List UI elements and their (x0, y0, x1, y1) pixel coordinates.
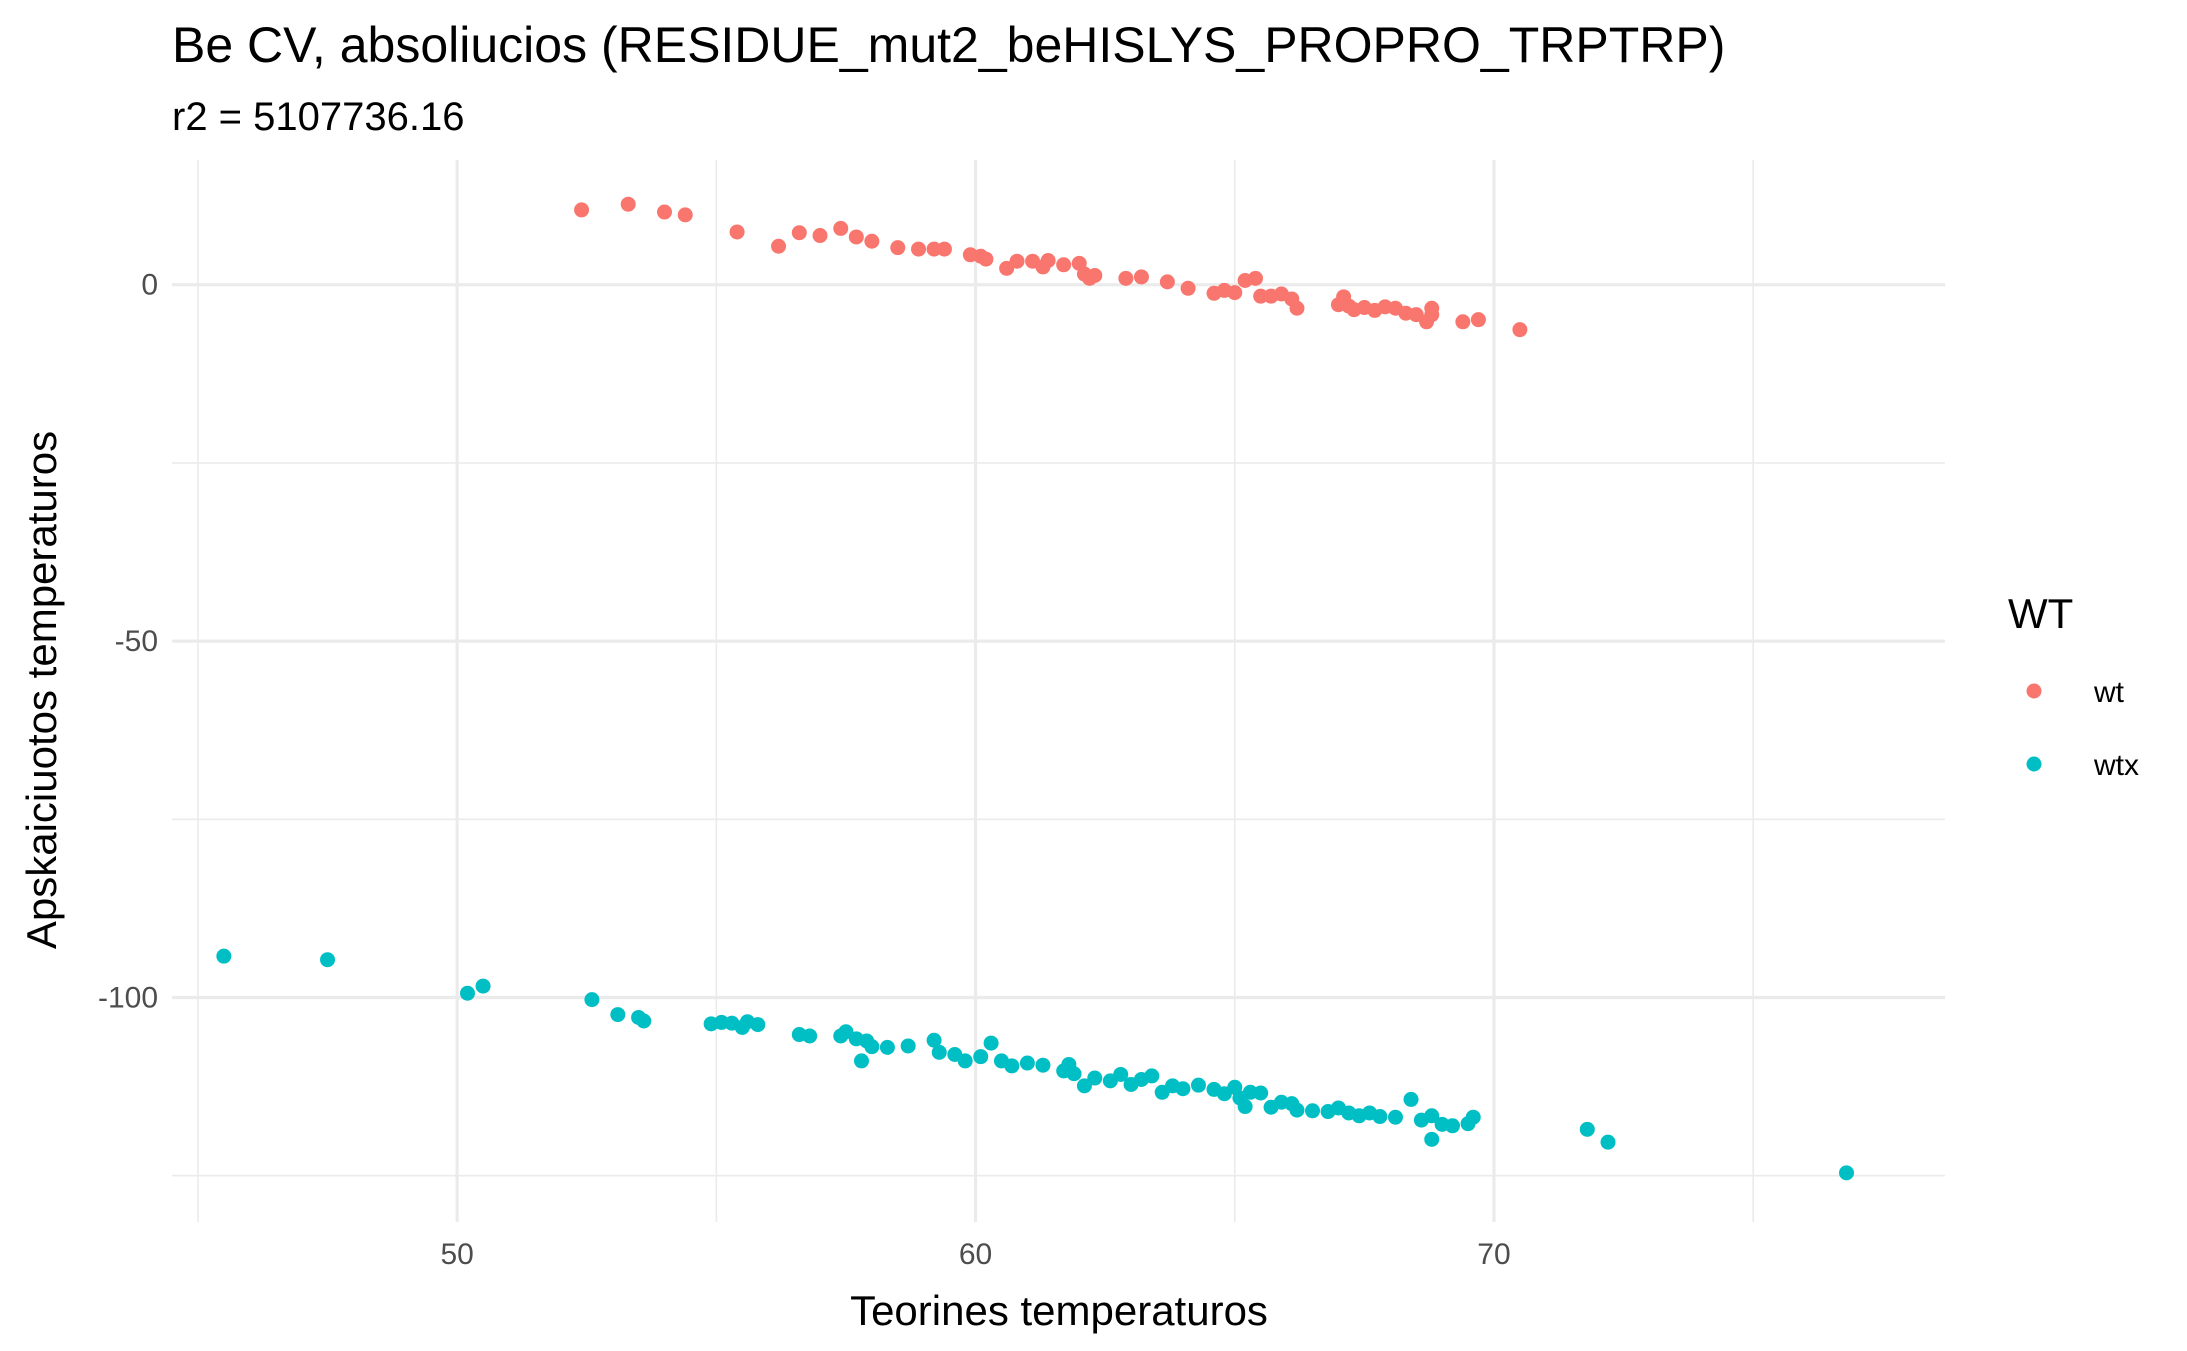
data-point (1035, 1057, 1051, 1073)
data-point (973, 1049, 989, 1065)
data-point (791, 225, 807, 241)
legend-title: WT (2008, 590, 2073, 637)
data-point (1227, 285, 1243, 301)
series-wt (574, 196, 1528, 338)
data-point (854, 1053, 869, 1069)
data-point (802, 1028, 818, 1044)
data-point (1470, 312, 1486, 328)
data-point (574, 202, 590, 218)
data-point (931, 1044, 947, 1060)
data-point (1387, 1109, 1403, 1125)
data-point (1253, 1085, 1269, 1101)
data-point (1040, 252, 1056, 268)
chart-title: Be CV, absoliucios (RESIDUE_mut2_beHISLY… (172, 17, 1725, 73)
data-point (1579, 1121, 1595, 1137)
data-point (1180, 280, 1196, 296)
data-point (1424, 300, 1440, 316)
data-point (729, 224, 745, 240)
data-point (320, 952, 336, 968)
data-point (1455, 314, 1471, 330)
x-axis-title: Teorines temperaturos (850, 1287, 1268, 1334)
data-point (926, 241, 942, 257)
data-point (620, 196, 636, 212)
legend-key-wt (2026, 683, 2042, 699)
data-point (584, 992, 600, 1008)
data-point (936, 241, 952, 257)
data-point (926, 1032, 942, 1048)
data-point (1087, 267, 1103, 283)
data-point (1403, 1091, 1419, 1107)
data-point (879, 1039, 895, 1055)
data-point (1465, 1109, 1481, 1125)
major-gridlines (172, 160, 1945, 1222)
data-point (1424, 1108, 1440, 1124)
data-point (1190, 1077, 1206, 1093)
data-point (657, 204, 672, 220)
data-point (1118, 270, 1134, 286)
data-point (983, 1035, 999, 1051)
data-point (636, 1013, 652, 1029)
data-point (1076, 1078, 1092, 1094)
legend: WT wt wtx (2008, 590, 2139, 782)
minor-gridlines (172, 160, 1945, 1222)
data-point (771, 238, 787, 254)
x-tick-label: 60 (959, 1238, 992, 1271)
y-tick-label: -100 (98, 981, 158, 1014)
series-wtx (216, 948, 1854, 1181)
data-point (911, 241, 927, 257)
data-point (610, 1007, 626, 1023)
data-point (848, 229, 864, 245)
data-point (475, 978, 491, 994)
data-point (1839, 1165, 1854, 1181)
data-point (1159, 274, 1175, 290)
data-point (1305, 1103, 1321, 1119)
data-point (1237, 1099, 1253, 1115)
data-point (812, 228, 828, 244)
data-point (677, 207, 693, 223)
data-point (1600, 1134, 1616, 1150)
data-point (864, 233, 880, 249)
data-point (1512, 322, 1528, 338)
data-point (1289, 300, 1305, 316)
data-point (1009, 253, 1025, 269)
data-point (1253, 288, 1269, 304)
data-points (216, 196, 1854, 1181)
data-point (833, 220, 849, 236)
x-tick-label: 50 (440, 1238, 473, 1271)
data-point (890, 240, 906, 256)
y-tick-label: -50 (115, 625, 158, 658)
data-point (1066, 1066, 1082, 1082)
data-point (1424, 1131, 1440, 1147)
data-point (900, 1038, 916, 1054)
data-point (1087, 1070, 1103, 1086)
data-point (1289, 1102, 1305, 1118)
x-tick-label: 70 (1477, 1238, 1510, 1271)
data-point (460, 985, 475, 1001)
data-point (1133, 269, 1149, 285)
y-axis-title: Apskaiciuotos temperaturos (18, 431, 65, 949)
data-point (978, 251, 994, 267)
data-point (216, 948, 232, 964)
data-point (1248, 270, 1263, 286)
data-point (1019, 1055, 1035, 1071)
data-point (1445, 1118, 1460, 1134)
y-axis-tick-labels: 0 -50 -100 (98, 269, 158, 1015)
y-tick-label: 0 (141, 269, 158, 302)
data-point (750, 1017, 766, 1033)
legend-label: wtx (2093, 749, 2139, 782)
data-point (1113, 1066, 1129, 1082)
data-point (1372, 1109, 1388, 1125)
data-point (1056, 257, 1072, 273)
data-point (864, 1039, 880, 1055)
legend-label: wt (2093, 676, 2125, 709)
x-axis-tick-labels: 50 60 70 (440, 1238, 1510, 1271)
chart-subtitle: r2 = 5107736.16 (172, 95, 464, 139)
data-point (957, 1053, 973, 1069)
data-point (1175, 1081, 1191, 1097)
data-point (1004, 1058, 1020, 1074)
data-point (1144, 1068, 1160, 1084)
legend-key-wtx (2026, 756, 2042, 772)
